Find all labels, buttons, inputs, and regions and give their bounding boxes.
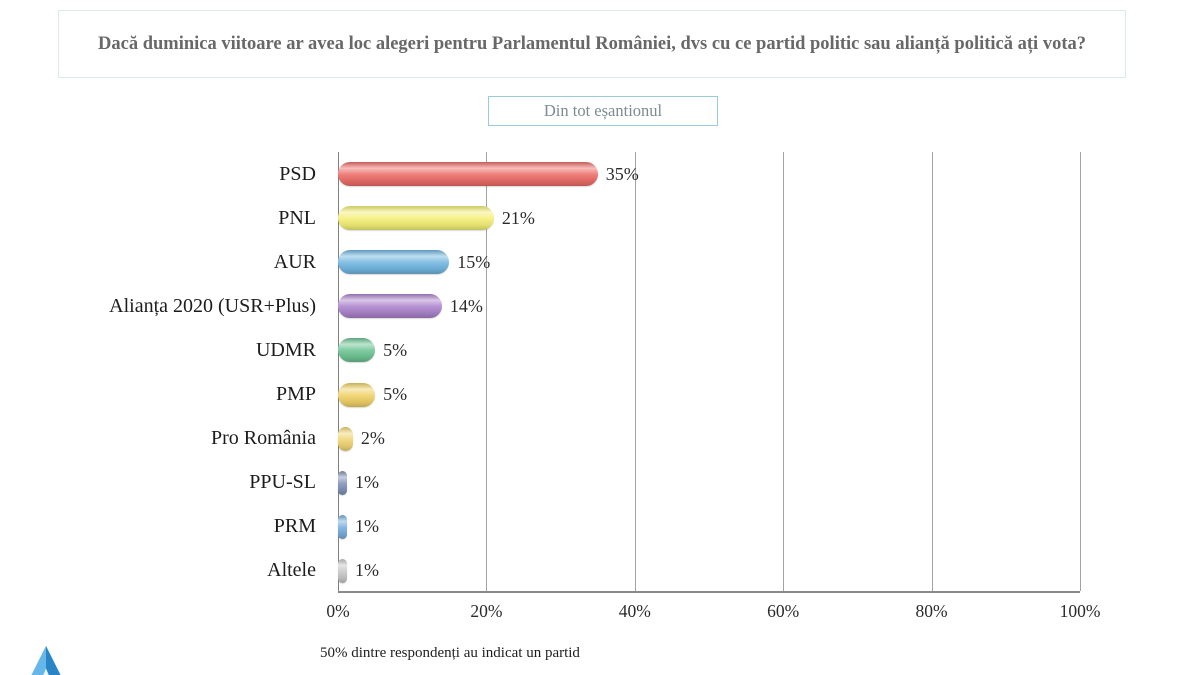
- bar-chart: PSD 35% PNL 21% AUR 15% Alianța 2020 (USR+Plus…: [0, 152, 1081, 593]
- question-box: Dacă duminica viitoare ar avea loc alege…: [58, 10, 1126, 78]
- x-axis-ticks: 0% 20% 40% 60% 80% 100%: [326, 601, 1100, 625]
- question-text: Dacă duminica viitoare ar avea loc alege…: [98, 33, 1086, 54]
- x-tick-label: 20%: [470, 601, 503, 621]
- category-label: AUR: [273, 250, 316, 273]
- bar-value-label: 1%: [355, 472, 379, 493]
- category-label: PSD: [279, 162, 316, 185]
- y-axis-line: [338, 152, 339, 591]
- bar-value-label: 1%: [355, 516, 379, 537]
- bar-value-label: 21%: [501, 207, 535, 228]
- category-label: PMP: [275, 383, 316, 406]
- x-tick-label: 80%: [915, 601, 948, 621]
- gridline: [634, 152, 636, 591]
- category-label: PPU-SL: [249, 471, 316, 494]
- bar-row: PSD 35%: [0, 152, 1080, 196]
- bar-rows: PSD 35% PNL 21% AUR 15% Alianța 2020 (USR+Plus…: [0, 152, 1080, 593]
- bar-track: 1%: [338, 558, 1080, 583]
- bar-value-label: 1%: [355, 560, 379, 581]
- category-label: PNL: [278, 206, 316, 229]
- bar-row: Pro România 2%: [0, 417, 1080, 461]
- x-tick-label: 60%: [767, 601, 800, 621]
- category-label: Alianța 2020 (USR+Plus): [109, 294, 316, 317]
- bar-row: UDMR 5%: [0, 328, 1080, 372]
- bar: [338, 426, 353, 451]
- chart-footnote: 50% dintre respondenți au indicat un par…: [320, 645, 580, 661]
- plot-area: [338, 152, 1081, 593]
- bar-row: PPU-SL 1%: [0, 461, 1080, 505]
- bar-track: 5%: [338, 338, 1080, 363]
- bar-value-label: 35%: [605, 163, 639, 184]
- bar-value-label: 5%: [383, 339, 408, 360]
- bar-track: 5%: [338, 382, 1080, 407]
- x-tick-label: 0%: [326, 601, 350, 621]
- bar-row: Alianța 2020 (USR+Plus) 14%: [0, 284, 1080, 328]
- gridline: [1080, 152, 1081, 591]
- bar: [338, 162, 598, 187]
- category-label: Altele: [267, 559, 316, 582]
- sample-filter-label: Din tot eșantionul: [543, 101, 663, 120]
- category-label: UDMR: [255, 338, 316, 361]
- category-label: Pro România: [211, 427, 316, 450]
- bar-row: AUR 15%: [0, 240, 1080, 284]
- pollster-triangle-logo: [31, 645, 61, 675]
- bar-track: 21%: [338, 206, 1080, 231]
- bar: [338, 294, 442, 319]
- bar: [338, 470, 347, 495]
- bar-track: 1%: [338, 470, 1080, 495]
- bar: [338, 558, 347, 583]
- category-label: PRM: [273, 515, 316, 538]
- bar-row: PNL 21%: [0, 196, 1080, 240]
- bar: [338, 382, 376, 407]
- bar-track: 1%: [338, 514, 1080, 539]
- gridline: [783, 152, 785, 591]
- gridline: [931, 152, 933, 591]
- bar-value-label: 2%: [360, 428, 385, 449]
- bar: [338, 250, 450, 275]
- bar-track: 14%: [338, 294, 1080, 319]
- bar-track: 35%: [338, 162, 1080, 187]
- bar-row: PMP 5%: [0, 372, 1080, 416]
- bar: [338, 206, 494, 231]
- bar-value-label: 15%: [457, 251, 491, 272]
- bar-row: Altele 1%: [0, 549, 1080, 593]
- bar-value-label: 14%: [449, 295, 483, 316]
- bar-value-label: 5%: [383, 384, 408, 405]
- x-tick-label: 100%: [1059, 601, 1101, 621]
- bar: [338, 514, 347, 539]
- bar-row: PRM 1%: [0, 505, 1080, 549]
- gridline: [486, 152, 488, 591]
- bar-track: 15%: [338, 250, 1080, 275]
- bar-track: 2%: [338, 426, 1080, 451]
- sample-filter-button[interactable]: Din tot eșantionul: [488, 96, 718, 126]
- bar: [338, 338, 376, 363]
- x-tick-label: 40%: [618, 601, 651, 621]
